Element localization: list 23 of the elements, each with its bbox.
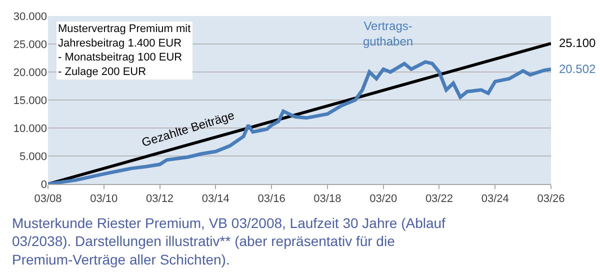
x-tick-label: 03/18 xyxy=(314,193,342,206)
x-tick-label: 03/20 xyxy=(370,193,398,206)
data-label: 20.502 xyxy=(559,62,596,76)
y-tick-label: 30.000 xyxy=(13,10,47,23)
y-tick-label: 20.000 xyxy=(13,66,47,79)
x-tick-label: 03/08 xyxy=(34,193,62,206)
x-tick-label: 03/16 xyxy=(258,193,286,206)
x-tick-label: 03/22 xyxy=(425,193,453,206)
y-tick-label: 25.000 xyxy=(13,38,47,51)
annotation: Mustervertrag Premium mit Jahresbeitrag 1.400 EUR - Monatsbeitrag 100 EUR - Zulage 200 EUR xyxy=(58,23,191,78)
y-tick-label: 15.000 xyxy=(13,94,47,107)
x-tick-label: 03/24 xyxy=(481,193,509,206)
x-tick-label: 03/26 xyxy=(537,193,565,206)
text: Gezahlte Beiträge xyxy=(140,108,236,150)
data-label: 25.100 xyxy=(559,36,596,50)
y-tick-label: 10.000 xyxy=(13,122,47,135)
x-tick-label: 03/14 xyxy=(202,193,230,206)
x-tick-label: 03/10 xyxy=(90,193,118,206)
y-tick-label: 5.000 xyxy=(19,150,47,163)
x-tick-label: 03/12 xyxy=(146,193,174,206)
series-label: Vertrags- guthaben xyxy=(363,19,414,49)
text: Musterkunde Riester Premium, VB 03/2008, Laufzeit 30 Jahre (Ablauf 03/2038). Darstellungen illustrativ** (aber repräsentativ für die Premium-Verträge aller Schichten). xyxy=(12,215,446,268)
y-tick-label: 0 xyxy=(40,178,47,191)
